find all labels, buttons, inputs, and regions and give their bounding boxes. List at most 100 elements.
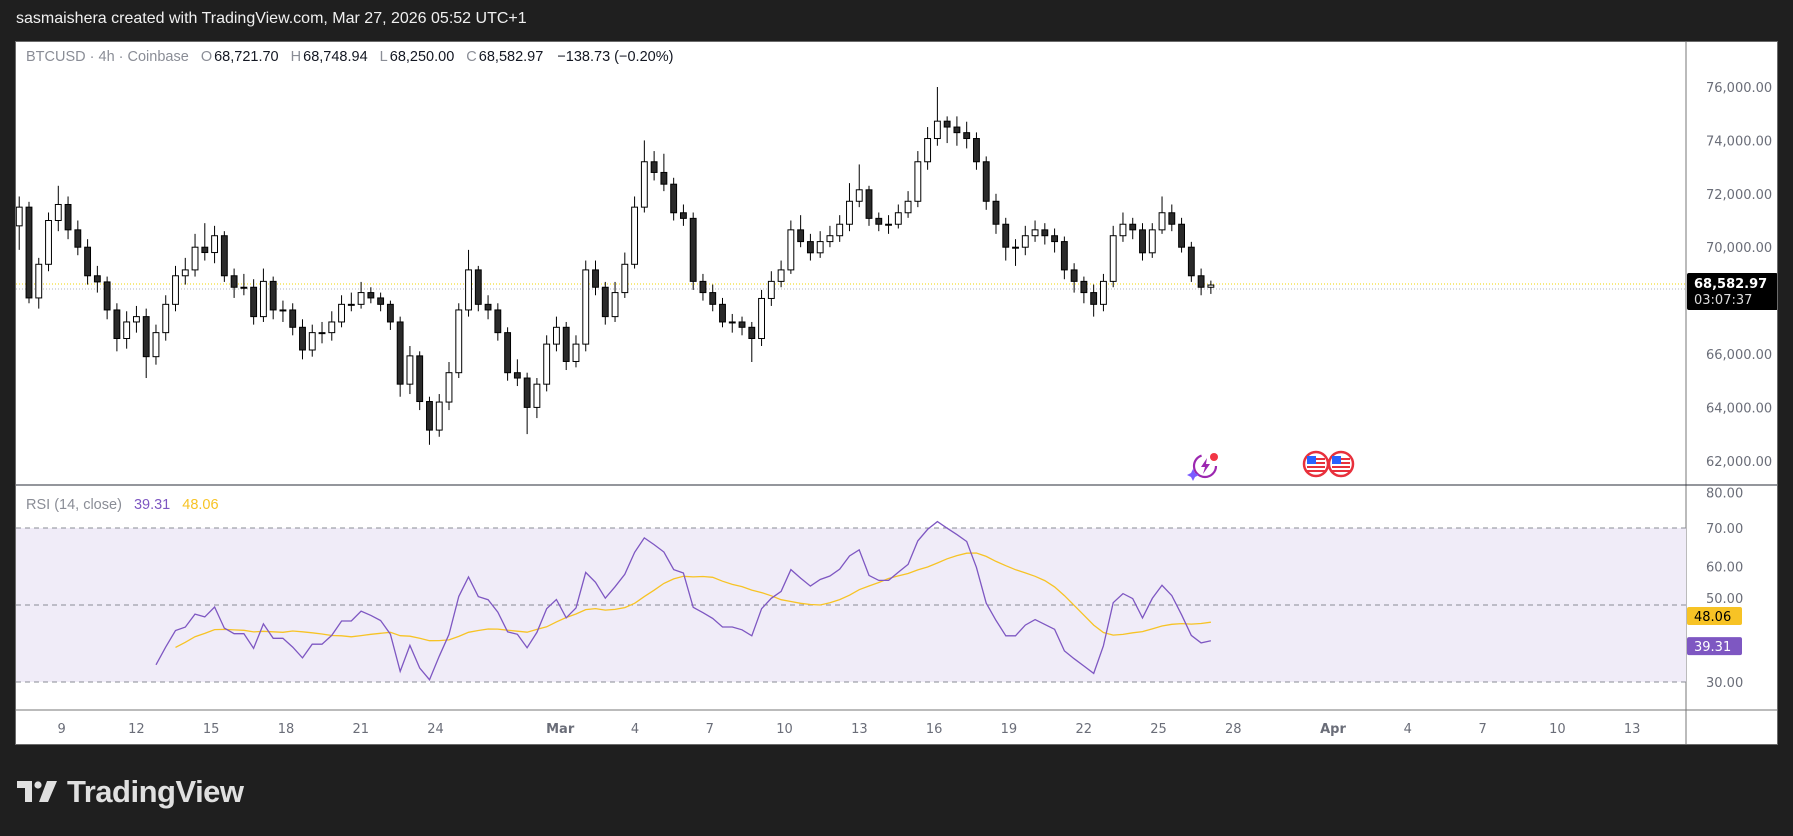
change-value: −138.73 (−0.20%)	[557, 49, 674, 65]
candle-body	[640, 161, 648, 208]
rsi-value: 39.31	[133, 497, 171, 513]
candle	[406, 345, 414, 395]
candle	[113, 303, 121, 352]
candle	[377, 292, 385, 312]
candle	[758, 289, 765, 346]
candle	[640, 140, 648, 213]
candle	[816, 231, 824, 258]
candle-body	[748, 326, 756, 340]
candle	[152, 324, 160, 365]
candle-body	[64, 203, 72, 231]
candle-body	[54, 203, 62, 221]
time-tick-label: 4	[631, 722, 639, 737]
flag-stripe	[1307, 466, 1325, 468]
candle	[806, 233, 814, 261]
candle	[885, 215, 892, 234]
candle	[455, 303, 463, 379]
candle	[386, 300, 394, 330]
candle	[933, 87, 941, 146]
candle	[25, 201, 33, 304]
candle-body	[767, 280, 775, 299]
candle-body	[1002, 223, 1010, 248]
candle	[728, 313, 736, 333]
candle-body	[289, 309, 297, 328]
candle-body	[1207, 284, 1215, 288]
candle	[973, 132, 980, 170]
candle-body	[250, 286, 258, 318]
candle	[826, 225, 834, 248]
candle-body	[562, 326, 570, 362]
candle	[670, 177, 678, 221]
symbol-label[interactable]: BTCUSD · 4h · Coinbase	[26, 49, 189, 65]
candle	[279, 300, 287, 322]
candle	[54, 185, 62, 232]
candle	[181, 257, 189, 285]
price-tick-label: 66,000.00	[1706, 348, 1772, 363]
candle-body	[1109, 235, 1117, 282]
candle-body	[914, 161, 922, 202]
open-label: O	[200, 49, 213, 65]
candle-body	[1051, 235, 1059, 243]
candle	[562, 321, 570, 371]
candle-body	[601, 286, 609, 318]
candle-body	[230, 275, 238, 288]
candle	[328, 311, 336, 341]
candle	[367, 287, 375, 304]
us-flag-icon[interactable]	[1302, 450, 1330, 478]
candle-body	[484, 303, 492, 311]
rsi-value-tag-bg	[1687, 637, 1742, 656]
candle	[172, 265, 179, 312]
candle-body	[16, 206, 23, 227]
rsi-tick-label: 60.00	[1706, 561, 1743, 576]
candle	[846, 183, 853, 232]
candle-body	[308, 332, 316, 351]
candle	[865, 185, 873, 226]
open-value: 68,721.70	[214, 49, 279, 65]
us-flag-icon[interactable]	[1327, 450, 1355, 478]
price-tick-label: 76,000.00	[1706, 81, 1772, 96]
candle	[211, 225, 219, 264]
bar-countdown: 03:07:37	[1694, 293, 1752, 308]
time-tick-label: 4	[1404, 722, 1412, 737]
candle	[533, 378, 541, 419]
flag-stripe	[1332, 466, 1350, 468]
candle-body	[191, 246, 199, 271]
candle-body	[1060, 241, 1068, 271]
candle-body	[445, 372, 453, 403]
candle	[1031, 220, 1039, 242]
candle	[1168, 204, 1176, 232]
time-tick-label: 7	[706, 722, 714, 737]
candle-body	[943, 120, 951, 128]
candle	[494, 303, 502, 341]
candle-body	[1031, 229, 1039, 237]
candle	[1021, 225, 1029, 256]
candle-body	[1090, 292, 1098, 305]
candle	[1109, 225, 1117, 288]
event-ring	[1192, 453, 1218, 479]
time-tick-label: 7	[1478, 722, 1486, 737]
notification-dot	[1210, 453, 1218, 461]
rsi-tick-label: 80.00	[1706, 487, 1743, 502]
candle-body	[933, 120, 941, 140]
candle	[74, 220, 82, 256]
candle-body	[220, 235, 228, 277]
candle	[1080, 276, 1088, 304]
last-price-tag-bg	[1687, 273, 1777, 311]
candle	[289, 303, 297, 336]
candle	[543, 335, 551, 392]
candle	[84, 239, 92, 285]
candle	[992, 193, 1000, 234]
lightning-sparkle-icon[interactable]	[1187, 453, 1218, 481]
candle-body	[113, 309, 121, 340]
chart-container[interactable]: 76,000.00 74,000.00 72,000.00 70,000.00 66,0…	[15, 41, 1778, 745]
tradingview-logo[interactable]: TradingView	[17, 774, 244, 810]
price-tick-label: 70,000.00	[1706, 241, 1772, 256]
candle-body	[426, 401, 433, 431]
chart-canvas[interactable]: 76,000.00 74,000.00 72,000.00 70,000.00 66,0…	[16, 42, 1777, 744]
candle	[1041, 223, 1049, 245]
candle	[201, 223, 209, 261]
time-tick-label: 19	[1001, 722, 1018, 737]
rsi-label[interactable]: RSI (14, close)	[26, 497, 122, 513]
candle	[836, 215, 844, 242]
